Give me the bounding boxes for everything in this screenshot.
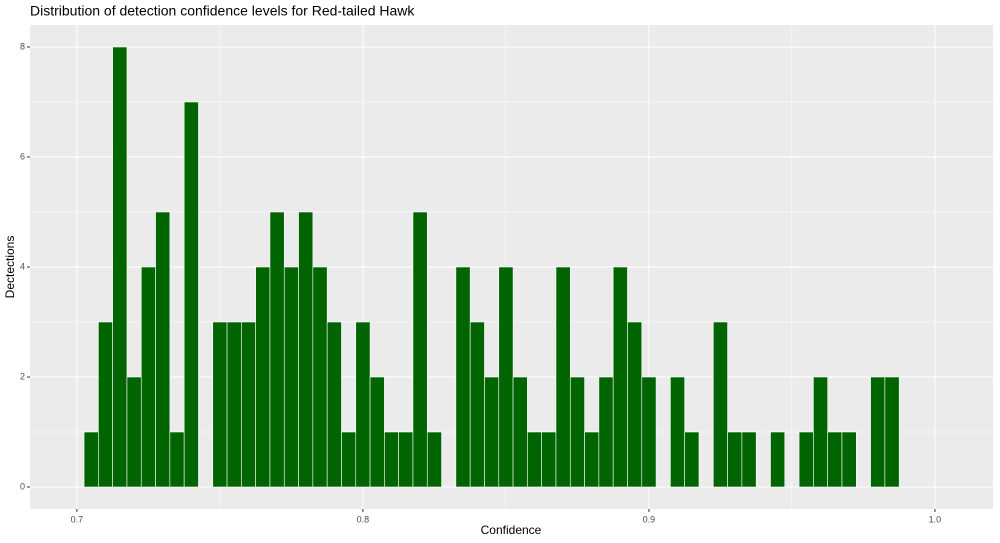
x-tick-label: 1.0 <box>929 514 942 524</box>
bar <box>398 431 414 488</box>
bar <box>355 321 371 488</box>
bar <box>426 431 442 488</box>
bar <box>627 321 643 488</box>
bar <box>569 376 585 488</box>
bar <box>326 321 342 488</box>
bar <box>612 266 628 488</box>
bar <box>641 376 657 488</box>
x-tick-label: 0.9 <box>643 514 656 524</box>
bar <box>169 431 185 488</box>
bar <box>83 431 99 488</box>
bar <box>341 431 357 488</box>
bar <box>741 431 757 488</box>
y-tick-label: 2 <box>20 371 25 381</box>
bar <box>498 266 514 488</box>
bar <box>798 431 814 488</box>
y-tick-label: 6 <box>20 151 25 161</box>
x-tick-label: 0.7 <box>71 514 84 524</box>
bar <box>369 376 385 488</box>
bar <box>684 431 700 488</box>
bar <box>770 431 786 488</box>
bar <box>827 431 843 488</box>
bar <box>555 266 571 488</box>
bar <box>283 266 299 488</box>
bar <box>212 321 228 488</box>
bar <box>527 431 542 488</box>
bar <box>384 431 399 488</box>
bar <box>112 46 128 488</box>
bar <box>712 321 728 488</box>
bar <box>140 266 156 488</box>
bar <box>670 376 685 488</box>
bar <box>598 376 614 488</box>
bar <box>269 211 285 488</box>
bar <box>884 376 900 488</box>
bar <box>98 321 113 488</box>
bar <box>126 376 142 488</box>
bar <box>455 266 471 488</box>
bar <box>255 266 271 488</box>
x-tick-label: 0.8 <box>357 514 370 524</box>
bar <box>241 321 256 488</box>
bar <box>813 376 828 488</box>
bar <box>870 376 886 488</box>
bar <box>298 211 314 488</box>
bar <box>541 431 557 488</box>
x-axis-label: Confidence <box>481 523 542 537</box>
bar <box>226 321 242 488</box>
bar <box>584 431 600 488</box>
y-tick-label: 4 <box>20 261 25 271</box>
bar <box>312 266 328 488</box>
y-axis-label: Dectections <box>3 236 17 299</box>
y-tick-label: 0 <box>20 481 25 491</box>
y-tick-label: 8 <box>20 41 25 51</box>
chart-title: Distribution of detection confidence lev… <box>30 3 415 19</box>
bar <box>727 431 743 488</box>
bar <box>155 211 171 488</box>
bar <box>412 211 428 488</box>
bar <box>484 376 500 488</box>
bar <box>469 321 485 488</box>
bar <box>183 101 199 488</box>
bar <box>512 376 528 488</box>
bar <box>841 431 857 488</box>
